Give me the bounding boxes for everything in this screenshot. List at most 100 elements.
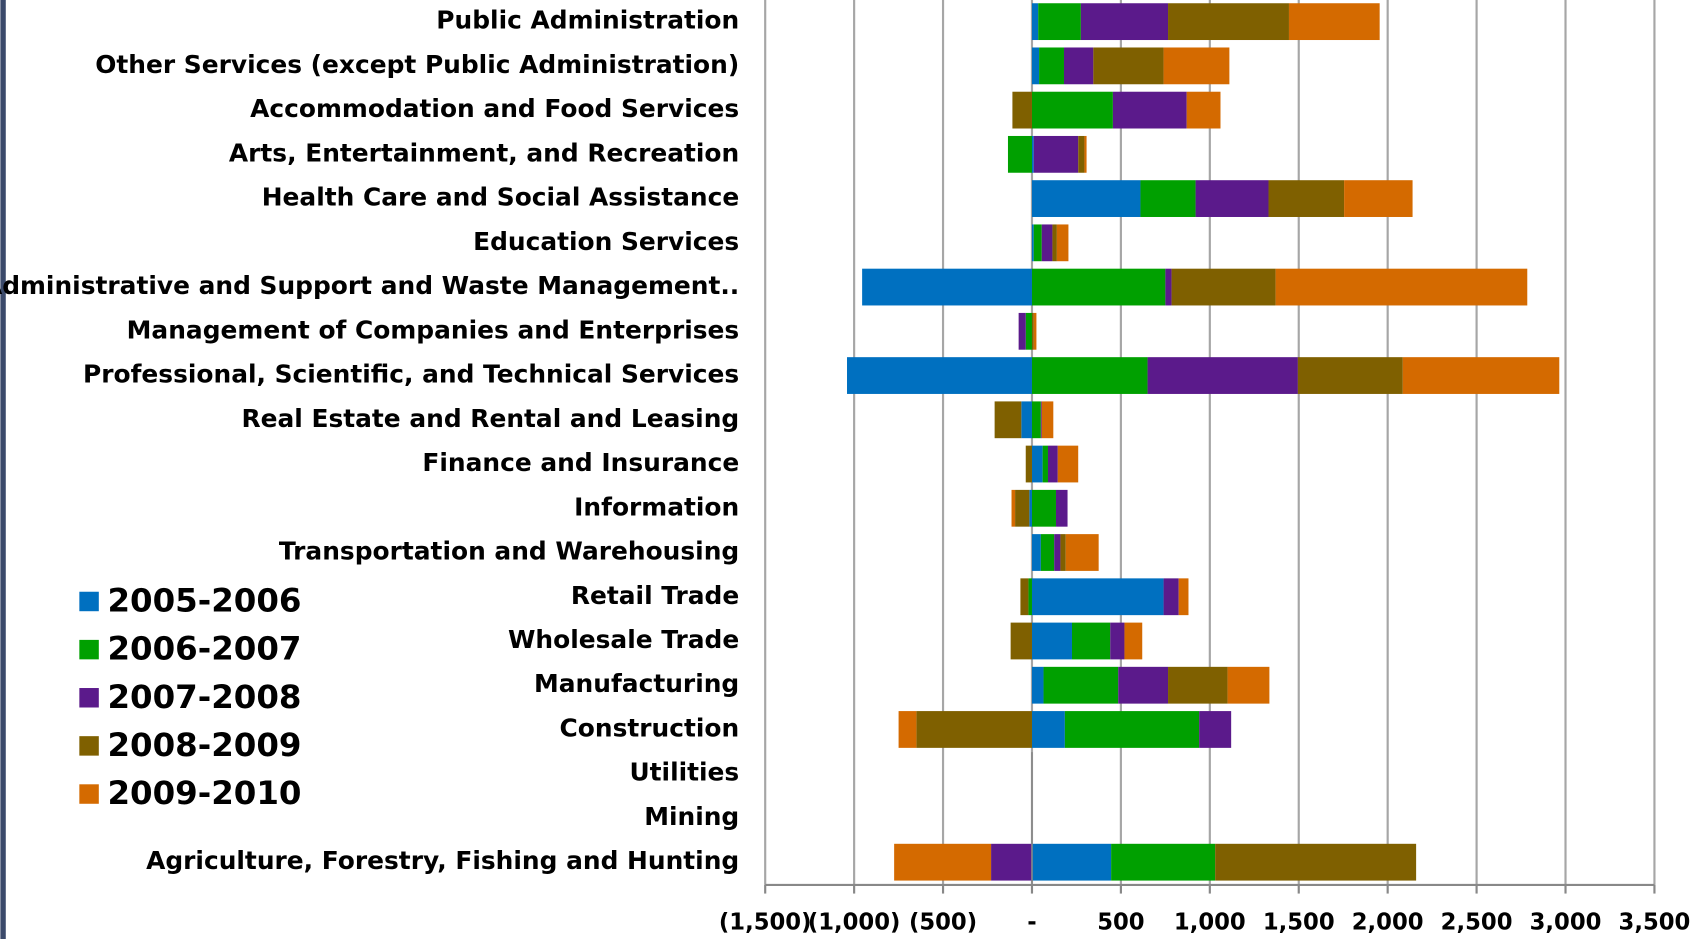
bar-segment <box>1047 445 1058 483</box>
category-label: Mining <box>644 802 739 831</box>
bar-segment <box>1031 489 1056 527</box>
legend-label: 2005-2006 <box>107 582 301 620</box>
category-label: Management of Companies and Enterprises <box>127 315 740 344</box>
bar-segment <box>1227 666 1270 704</box>
category-label: Transportation and Warehousing <box>279 537 739 566</box>
bar-segment <box>1057 445 1079 483</box>
category-label: Manufacturing <box>534 669 739 698</box>
bar-segment <box>1111 843 1216 881</box>
bar-segment <box>1039 47 1064 85</box>
bar-segment <box>1052 224 1057 262</box>
category-label: Arts, Entertainment, and Recreation <box>229 138 739 167</box>
category-label: Health Care and Social Assistance <box>262 183 740 212</box>
bar-segment <box>1038 3 1081 41</box>
bar-segment <box>1010 622 1032 660</box>
bar-segment <box>894 843 992 881</box>
bar-segment <box>1031 622 1072 660</box>
bar-segment <box>1031 445 1043 483</box>
x-tick-label: 3,000 <box>1530 909 1602 935</box>
bar-segment <box>1031 135 1034 173</box>
bar-segment <box>1033 135 1079 173</box>
bar-segment <box>1031 534 1041 571</box>
x-tick-label: (1,000) <box>808 909 901 935</box>
category-label: Finance and Insurance <box>422 448 739 477</box>
bar-segment <box>1031 843 1112 881</box>
bar-segment <box>1031 666 1044 704</box>
bar-segment <box>1015 489 1030 527</box>
bar-segment <box>1275 268 1528 306</box>
bar-segment <box>1402 357 1560 394</box>
category-label: Public Administration <box>436 6 739 35</box>
bar-segment <box>1031 268 1166 306</box>
category-label: Accommodation and Food Services <box>250 94 739 123</box>
bar-segment <box>1031 357 1148 394</box>
x-tick-label: 500 <box>1097 909 1144 935</box>
bar-segment <box>1031 401 1041 439</box>
bar-segment <box>1110 622 1125 660</box>
bar-segment <box>1031 224 1034 262</box>
category-label: Education Services <box>473 227 739 256</box>
bar-segment <box>1140 180 1196 217</box>
bar-segment <box>991 843 1032 881</box>
bar-segment <box>1171 268 1276 306</box>
category-label: Utilities <box>629 758 739 787</box>
bar-segment <box>1297 357 1403 394</box>
bar-segment <box>862 268 1032 306</box>
category-label: Information <box>574 492 739 521</box>
bar-segment <box>1147 357 1298 394</box>
bar-segment <box>1031 91 1113 129</box>
x-tick-label: (500) <box>909 909 977 935</box>
bar-segment <box>1041 224 1053 262</box>
bar-segment <box>1060 534 1066 571</box>
legend-swatch <box>79 736 99 756</box>
bar-segment <box>916 711 1032 748</box>
bar-segment <box>1112 91 1187 129</box>
category-label: Real Estate and Rental and Leasing <box>241 404 739 433</box>
bar-segment <box>1199 711 1232 748</box>
x-tick-label: - <box>1027 909 1036 935</box>
legend-swatch <box>79 639 99 660</box>
bar-segment <box>1064 711 1200 748</box>
bar-segment <box>1124 622 1143 660</box>
bar-segment <box>1055 489 1068 527</box>
bar-segment <box>1031 578 1164 616</box>
bar-segment <box>1163 47 1230 85</box>
bar-segment <box>1041 401 1054 439</box>
legend-swatch <box>79 591 99 612</box>
bar-segment <box>1040 534 1055 571</box>
bar-segment <box>1288 3 1380 41</box>
category-label: Professional, Scientific, and Technical … <box>83 360 739 389</box>
bar-segment <box>1007 135 1032 173</box>
bar-segment <box>1033 224 1042 262</box>
bar-segment <box>1028 578 1032 616</box>
category-label: Administrative and Support and Waste Man… <box>0 271 739 300</box>
bar-segment <box>1165 268 1172 306</box>
bar-segment <box>1025 312 1032 350</box>
bar-segment <box>1040 401 1042 439</box>
bar-segment <box>1031 47 1040 85</box>
legend-swatch <box>79 784 99 804</box>
bar-segment <box>1012 91 1032 129</box>
bar-segment <box>1084 135 1087 173</box>
legend-label: 2009-2010 <box>107 774 301 812</box>
bar-segment <box>1093 47 1164 85</box>
legend-label: 2008-2009 <box>107 726 301 764</box>
bar-segment <box>1042 445 1048 483</box>
bar-segment <box>847 357 1032 394</box>
x-tick-label: (1,500) <box>719 909 812 935</box>
bar-segment <box>1018 312 1026 350</box>
category-label: Agriculture, Forestry, Fishing and Hunti… <box>146 846 739 875</box>
bar-segment <box>1054 534 1061 571</box>
bar-segment <box>1011 489 1016 527</box>
bar-segment <box>1056 224 1069 262</box>
bar-segment <box>898 711 917 748</box>
category-label: Construction <box>560 713 740 742</box>
bar-segment <box>1178 578 1189 616</box>
bar-segment <box>1063 47 1094 85</box>
bar-segment <box>1043 666 1119 704</box>
bar-segment <box>1344 180 1413 217</box>
legend-label: 2007-2008 <box>107 678 301 716</box>
x-tick-label: 2,500 <box>1441 909 1513 935</box>
category-label: Other Services (except Public Administra… <box>95 50 739 79</box>
